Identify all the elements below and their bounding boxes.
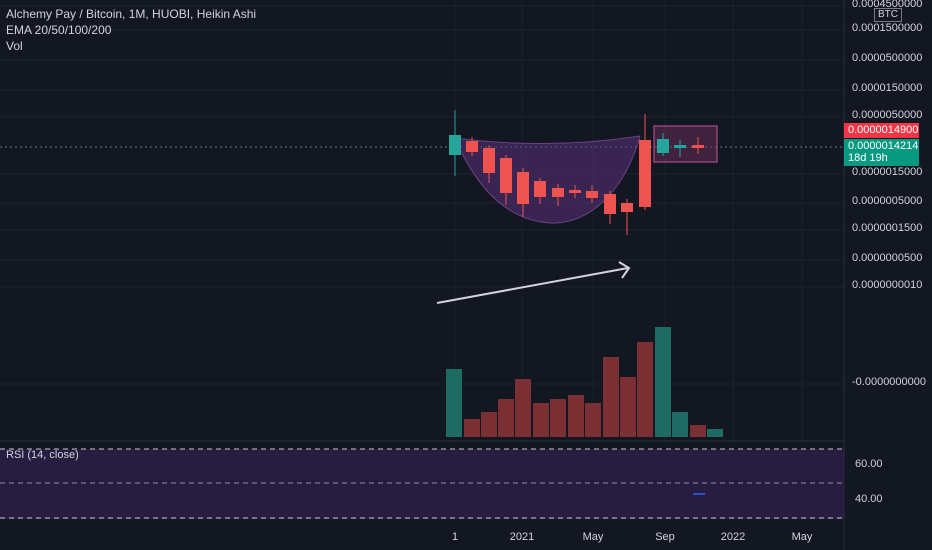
candles (449, 110, 704, 235)
time-axis-label: 2022 (720, 531, 746, 543)
candle-body (674, 145, 686, 148)
price-axis-label: 0.0000000010 (852, 279, 923, 291)
price-axis-label: 0.0000001500 (852, 222, 923, 234)
price-axis-label: 0.0004500000 (852, 0, 923, 10)
candle-body (449, 135, 461, 155)
volume-bar (655, 327, 671, 437)
ema-indicator-label[interactable]: EMA 20/50/100/200 (6, 23, 112, 37)
volume-bar (707, 429, 723, 437)
price-axis-label: 0.0001500000 (852, 22, 923, 34)
price-axis-label: 0.0000015000 (852, 166, 923, 178)
volume-bar (690, 425, 706, 437)
countdown-tag: 18d 19h (848, 152, 888, 164)
volume-bar (620, 377, 636, 437)
volume-bar (498, 399, 514, 437)
candle-body (500, 158, 512, 193)
candle-body (657, 139, 669, 153)
time-axis-label: May (582, 531, 604, 543)
volume-bar (603, 357, 619, 437)
candle-body (621, 203, 633, 212)
rsi-indicator-label[interactable]: RSI (14, close) (6, 449, 79, 461)
volume-bar (533, 403, 549, 437)
time-axis-label: May (791, 531, 813, 543)
volume-bars (446, 327, 723, 437)
time-axis-label: Sep (655, 531, 675, 543)
candle-body (569, 190, 581, 193)
price-axis-label: 0.0000150000 (852, 82, 923, 94)
volume-bar (515, 379, 531, 437)
candle-body (517, 172, 529, 204)
volume-bar (446, 369, 462, 437)
high-price-tag-bg (844, 123, 919, 138)
volume-bar (672, 412, 688, 437)
time-axis-label: 1 (451, 531, 459, 543)
candle-body (586, 191, 598, 198)
price-axis-label: 0.0000000500 (852, 252, 923, 264)
volume-bar (481, 412, 497, 437)
price-axis-label: -0.0000000000 (852, 376, 927, 388)
rsi-band (0, 449, 844, 519)
high-price-tag: 0.0000014900 (848, 124, 919, 136)
volume-bar (464, 419, 480, 437)
volume-bar (637, 342, 653, 437)
candle-body (552, 188, 564, 197)
last-price-tag-bg (844, 139, 919, 166)
volume-bar (568, 395, 584, 437)
candle-body (534, 181, 546, 197)
volume-bar (550, 399, 566, 437)
volume-indicator-label[interactable]: Vol (6, 39, 23, 53)
candle-body (466, 141, 478, 152)
last-price-tag: 0.0000014214 (848, 140, 919, 152)
grid (0, 0, 844, 441)
price-axis-label: 0.0000005000 (852, 195, 923, 207)
candle-body (692, 145, 704, 148)
rsi-axis-label: 40.00 (855, 493, 883, 505)
candle-body (639, 140, 651, 207)
price-axis-label: 0.0000500000 (852, 52, 923, 64)
rsi-axis-label: 60.00 (855, 458, 883, 470)
price-axis-label: 0.0000050000 (852, 109, 923, 121)
trend-arrow[interactable] (436, 261, 631, 304)
volume-bar (585, 403, 601, 437)
chart-legend: Alchemy Pay / Bitcoin, 1M, HUOBI, Heikin… (6, 6, 256, 54)
candle-body (483, 148, 495, 173)
currency-badge[interactable]: BTC (874, 8, 902, 22)
cup-shape[interactable] (454, 135, 641, 224)
candle-body (604, 194, 616, 214)
time-axis-label: 2021 (509, 531, 535, 543)
symbol-title[interactable]: Alchemy Pay / Bitcoin, 1M, HUOBI, Heikin… (6, 7, 257, 21)
